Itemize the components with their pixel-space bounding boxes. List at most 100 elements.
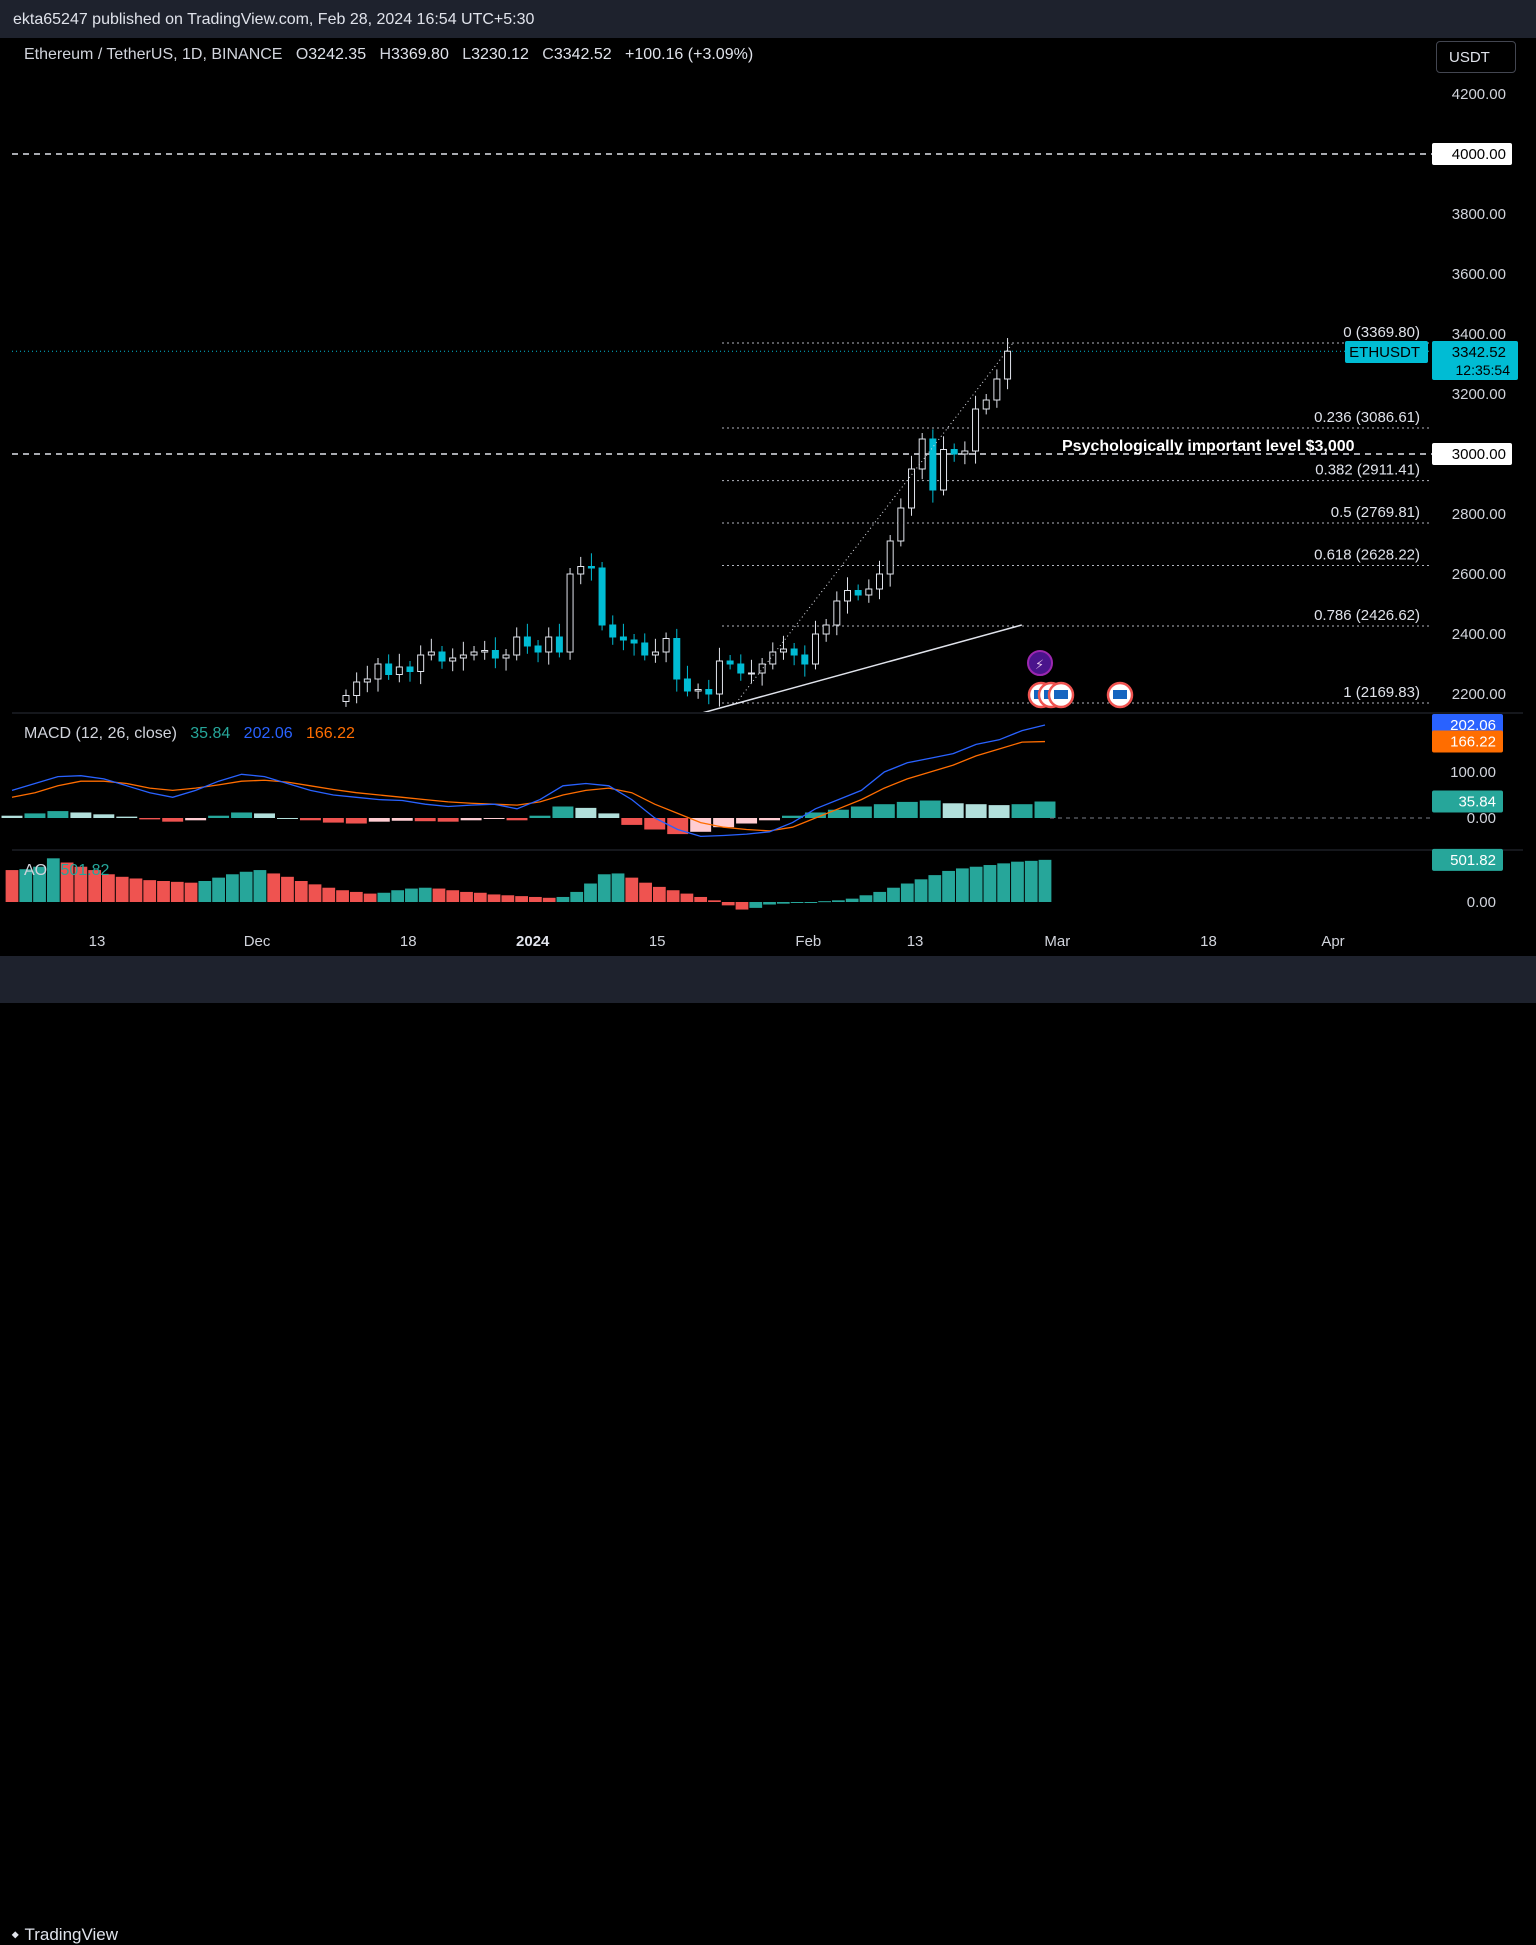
- ao-bar: [212, 877, 225, 902]
- macd-histogram-bar: [644, 818, 666, 830]
- ao-bar: [928, 875, 942, 902]
- macd-title[interactable]: MACD (12, 26, close): [24, 725, 177, 742]
- ao-bar: [460, 891, 473, 902]
- macd-legend[interactable]: MACD (12, 26, close) 35.84 202.06 166.22: [24, 725, 355, 743]
- macd-histogram-bar: [483, 818, 505, 819]
- candle-body: [982, 399, 990, 410]
- currency-selector[interactable]: USDT: [1436, 41, 1516, 73]
- candle-body: [886, 540, 894, 575]
- horizontal-level-label-box: [1432, 143, 1512, 165]
- candle-body: [491, 650, 499, 659]
- time-axis-label: Feb: [795, 933, 821, 950]
- tradingview-brand: TradingView: [24, 1924, 119, 1944]
- candle-body: [406, 666, 414, 672]
- symbol-title[interactable]: Ethereum / TetherUS, 1D, BINANCE: [24, 46, 283, 63]
- macd-histogram-bar: [667, 818, 689, 835]
- candle-body: [417, 654, 425, 672]
- ao-bar: [432, 888, 446, 902]
- ao-bar: [349, 891, 363, 902]
- ao-bar: [873, 891, 887, 902]
- ao-bar: [102, 874, 115, 902]
- macd-histogram-bar: [942, 803, 964, 818]
- ao-bar: [46, 858, 60, 902]
- ao-bar: [377, 892, 391, 902]
- signal-price-tag-box: [1432, 730, 1503, 753]
- macd-histogram-bar: [231, 812, 253, 818]
- price-axis-label: 2600.00: [1452, 566, 1506, 583]
- candle-body: [961, 450, 969, 455]
- price-axis-label: 2200.00: [1452, 686, 1506, 703]
- macd-histogram-bar: [965, 804, 987, 818]
- macd-histogram-bar: [919, 800, 941, 818]
- ao-bar: [887, 887, 900, 902]
- time-axis-label: 18: [1200, 933, 1217, 950]
- macd-axis-label: 0.00: [1467, 810, 1496, 827]
- macd-histogram-bar: [529, 815, 551, 818]
- ao-bar: [694, 896, 708, 902]
- price-tag-box: [1432, 341, 1518, 380]
- ao-legend[interactable]: AO 501.82: [24, 862, 109, 880]
- ao-bar: [763, 902, 776, 905]
- candle-body: [502, 654, 510, 659]
- countdown-label: 12:35:54: [1456, 362, 1511, 378]
- ao-bar: [804, 902, 818, 903]
- high-value: 3369.80: [391, 46, 449, 63]
- candle-body: [470, 651, 478, 656]
- chart-canvas[interactable]: 4200.00 3800.00 3600.00 3400.00 3200.00 2800.…: [0, 0, 1536, 1003]
- price-axis-label: 3800.00: [1452, 206, 1506, 223]
- lightning-event-icon[interactable]: [1027, 650, 1053, 676]
- candles-group: [342, 338, 1022, 712]
- candle-body: [609, 624, 617, 638]
- macd-histogram-bar: [391, 818, 413, 821]
- macd-histogram-bar: [736, 818, 758, 824]
- ao-bar: [652, 886, 666, 902]
- signal-price-tag: 166.22: [1450, 734, 1496, 751]
- ao-bar: [914, 879, 928, 902]
- ao-bar: [955, 868, 969, 902]
- macd-histogram-bar: [621, 818, 643, 825]
- chart-frame[interactable]: [12, 38, 1523, 956]
- candle-body: [587, 566, 595, 569]
- ao-bar: [501, 895, 515, 902]
- macd-histogram-bar: [782, 815, 803, 818]
- macd-histogram-bar: [506, 818, 528, 821]
- macd-histogram-bar: [896, 801, 918, 818]
- ao-title[interactable]: AO: [24, 862, 48, 879]
- ao-bar: [845, 898, 859, 902]
- candle-body: [758, 663, 766, 674]
- tradingview-logo[interactable]: ⬩ TradingView: [12, 1924, 118, 1945]
- ao-bar: [322, 887, 336, 902]
- symbol-legend[interactable]: Ethereum / TetherUS, 1D, BINANCE O3242.3…: [24, 46, 753, 64]
- macd-hist-value: 35.84: [190, 725, 231, 742]
- time-axis-label: 2024: [516, 933, 550, 950]
- ao-bar: [225, 874, 239, 902]
- price-axis-label: 3600.00: [1452, 266, 1506, 283]
- ao-bar: [776, 902, 790, 904]
- ao-bar: [418, 887, 432, 902]
- ao-bar: [129, 878, 143, 902]
- time-axis-label: Mar: [1044, 933, 1070, 950]
- candle-body: [1004, 350, 1012, 380]
- candle-body: [545, 636, 553, 653]
- candle-body: [353, 681, 361, 696]
- ao-bar: [969, 866, 983, 902]
- ao-bar: [818, 901, 832, 903]
- candle-body: [651, 651, 659, 656]
- candle-body: [342, 695, 350, 702]
- time-axis-label: 13: [907, 933, 924, 950]
- candle-body: [876, 573, 884, 590]
- candle-body: [822, 624, 830, 635]
- publish-header: ekta65247 published on TradingView.com, …: [0, 0, 1536, 38]
- ticker-label: ETHUSDT: [1349, 344, 1420, 361]
- macd-histogram-bar: [437, 818, 459, 822]
- ao-bar: [60, 862, 74, 902]
- candle-body: [630, 639, 638, 644]
- ao-bar: [1024, 860, 1038, 902]
- horizontal-level-label-box: [1432, 443, 1512, 465]
- ao-bar: [625, 877, 639, 902]
- ao-bar: [708, 900, 721, 902]
- macd-histogram-bar: [1011, 804, 1033, 818]
- ao-bar: [336, 890, 349, 902]
- candle-body: [555, 636, 563, 653]
- last-price-label: 3342.52: [1452, 344, 1506, 361]
